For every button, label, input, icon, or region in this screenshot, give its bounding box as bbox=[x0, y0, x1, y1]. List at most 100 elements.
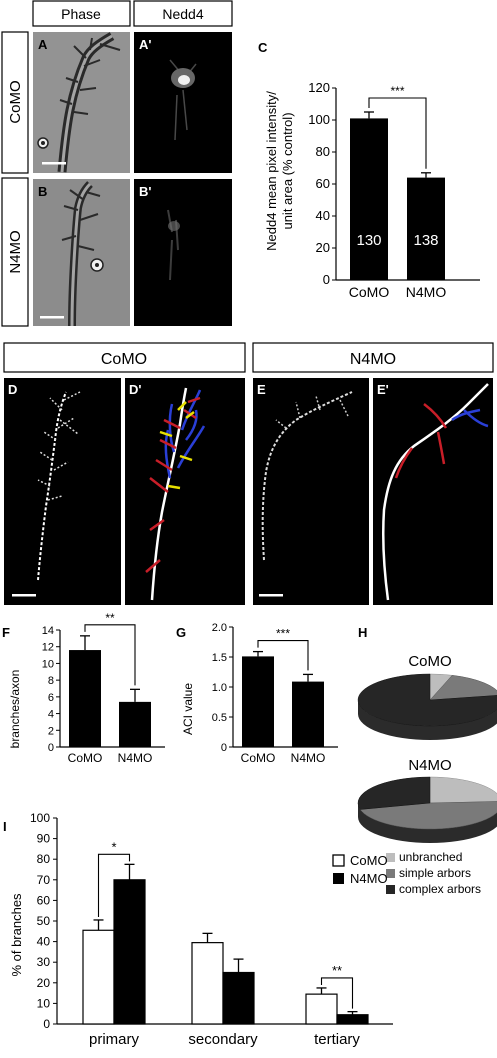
pie-legend: unbranched simple arbors complex arbors bbox=[386, 850, 481, 896]
row-label-box-comorph bbox=[1, 31, 29, 174]
y-tick-label: 1.0 bbox=[212, 682, 227, 694]
significance-stars: *** bbox=[276, 627, 290, 641]
panel-letter-a: A bbox=[38, 37, 48, 52]
y-tick-label: 60 bbox=[316, 176, 330, 191]
pie-slice-complex-arbors bbox=[357, 673, 497, 727]
x-tick-label: CoMO bbox=[241, 751, 276, 765]
como-group-header: CoMO bbox=[101, 351, 147, 368]
y-tick-label: 100 bbox=[30, 811, 50, 825]
chart-i-legend: CoMO N4MO bbox=[332, 853, 388, 886]
chart-f: 0 2 4 6 8 10 12 14 CoMO N4MO ** bbox=[42, 611, 165, 765]
bar-tertiary-n4mo bbox=[336, 1014, 369, 1025]
panel-letter-e-prime: E' bbox=[377, 382, 389, 397]
y-tick-label: 50 bbox=[37, 914, 51, 928]
significance-stars: * bbox=[111, 839, 116, 854]
chart-h bbox=[357, 673, 497, 843]
panel-letter-c: C bbox=[258, 40, 268, 55]
legend-label-complex: complex arbors bbox=[399, 882, 481, 896]
axon-image-e bbox=[253, 378, 369, 605]
bar-como bbox=[242, 656, 274, 747]
y-tick-label: 8 bbox=[48, 675, 54, 687]
significance-stars: ** bbox=[332, 963, 342, 978]
chart-c: 0 20 40 60 80 100 120 CoMO N4MO *** 130 138 bbox=[308, 80, 480, 300]
phase-image-a bbox=[33, 32, 130, 173]
y-tick-label: 40 bbox=[37, 935, 51, 949]
phase-header-box bbox=[32, 0, 131, 27]
significance-bracket bbox=[257, 640, 309, 671]
middle-micrograph-block: CoMO N4MO D D' E bbox=[3, 342, 494, 605]
y-tick-label: 2.0 bbox=[212, 622, 227, 634]
legend-swatch-complex bbox=[386, 885, 395, 894]
bar-como bbox=[69, 650, 101, 747]
nedd4-header: Nedd4 bbox=[162, 6, 203, 22]
chart-i-ylabel: % of branches bbox=[9, 893, 24, 977]
legend-label-simple: simple arbors bbox=[399, 866, 471, 880]
significance-bracket bbox=[97, 853, 131, 917]
pie-slice-simple-arbors bbox=[359, 801, 497, 830]
bar-primary-n4mo bbox=[113, 879, 146, 1025]
panel-letter-b: B bbox=[38, 184, 47, 199]
chart-c-ylabel-line2: unit area (% control) bbox=[280, 112, 295, 229]
chart-g: 0 0.5 1.0 1.5 2.0 CoMO N4MO *** bbox=[212, 622, 338, 765]
chart-g-ylabel: ACI value bbox=[181, 683, 195, 735]
bar-primary-como bbox=[82, 929, 115, 1025]
panel-letter-i: I bbox=[3, 819, 7, 834]
y-tick-label: 20 bbox=[37, 976, 51, 990]
bar-secondary-n4mo bbox=[222, 971, 255, 1025]
y-tick-label: 6 bbox=[48, 692, 54, 704]
panel-letter-d-prime: D' bbox=[129, 382, 141, 397]
bar-n4mo bbox=[119, 701, 151, 747]
legend-label-unbranched: unbranched bbox=[399, 850, 462, 864]
panel-letter-d: D bbox=[8, 382, 17, 397]
y-tick-label: 90 bbox=[37, 832, 51, 846]
nedd4-header-box bbox=[133, 0, 233, 27]
nedd4-image-b-prime bbox=[134, 179, 232, 326]
pie-side-wall bbox=[358, 803, 497, 843]
legend-swatch-simple bbox=[386, 869, 395, 878]
y-tick-label: 12 bbox=[42, 642, 54, 654]
bar-n4mo bbox=[292, 681, 324, 747]
legend-swatch-unbranched bbox=[386, 853, 395, 862]
significance-stars: *** bbox=[390, 84, 404, 98]
bar-como bbox=[350, 118, 388, 281]
bar-count-label: 130 bbox=[356, 232, 381, 249]
como-group-header-box bbox=[3, 342, 246, 373]
y-tick-label: 100 bbox=[308, 112, 330, 127]
axon-image-d bbox=[4, 378, 121, 605]
significance-bracket bbox=[368, 97, 427, 169]
pie-slice-simple-arbors bbox=[429, 675, 497, 701]
x-tick-label: N4MO bbox=[406, 284, 447, 300]
row-label-n4mo: N4MO bbox=[7, 230, 24, 273]
pie-title-como: CoMO bbox=[408, 653, 451, 670]
y-tick-label: 0 bbox=[221, 742, 227, 754]
bar-n4mo bbox=[407, 177, 445, 280]
panel-letter-h: H bbox=[358, 625, 367, 640]
y-tick-label: 10 bbox=[37, 996, 51, 1010]
y-tick-label: 80 bbox=[37, 852, 51, 866]
axon-tracing-e-prime bbox=[373, 378, 493, 605]
row-label-comorph: CoMO bbox=[7, 80, 24, 123]
significance-bracket bbox=[320, 977, 354, 1009]
panel-letter-f: F bbox=[2, 625, 10, 640]
y-tick-label: 40 bbox=[316, 208, 330, 223]
y-tick-label: 120 bbox=[308, 80, 330, 95]
y-tick-label: 0 bbox=[323, 272, 330, 287]
y-tick-label: 30 bbox=[37, 955, 51, 969]
legend-label-n4mo: N4MO bbox=[350, 871, 388, 886]
phase-header: Phase bbox=[61, 6, 101, 22]
pie-side-wall bbox=[358, 700, 497, 740]
top-micrograph-block: Phase Nedd4 CoMO N4MO A A' bbox=[1, 0, 233, 327]
chart-f-ylabel: branches/axon bbox=[8, 670, 22, 749]
y-tick-label: 2 bbox=[48, 725, 54, 737]
panel-letter-e: E bbox=[257, 382, 266, 397]
bar-secondary-como bbox=[191, 942, 224, 1025]
nedd4-image-a-prime bbox=[134, 32, 232, 173]
y-tick-label: 70 bbox=[37, 873, 51, 887]
pie-slice-unbranched bbox=[429, 776, 497, 804]
phase-image-b bbox=[33, 179, 130, 327]
y-tick-label: 0 bbox=[48, 742, 54, 754]
y-tick-label: 1.5 bbox=[212, 652, 227, 664]
row-label-box-n4mo bbox=[1, 177, 29, 327]
x-tick-label: CoMO bbox=[349, 284, 390, 300]
